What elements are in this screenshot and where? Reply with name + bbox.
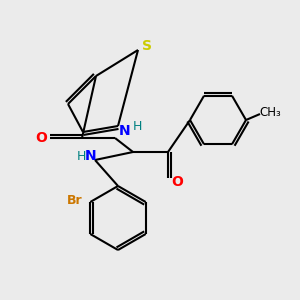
Text: H: H: [132, 119, 142, 133]
Text: O: O: [35, 131, 47, 145]
Text: N: N: [119, 124, 131, 138]
Text: S: S: [142, 39, 152, 53]
Text: CH₃: CH₃: [259, 106, 281, 118]
Text: Br: Br: [67, 194, 82, 206]
Text: O: O: [171, 175, 183, 189]
Text: N: N: [85, 149, 97, 163]
Text: H: H: [76, 149, 86, 163]
